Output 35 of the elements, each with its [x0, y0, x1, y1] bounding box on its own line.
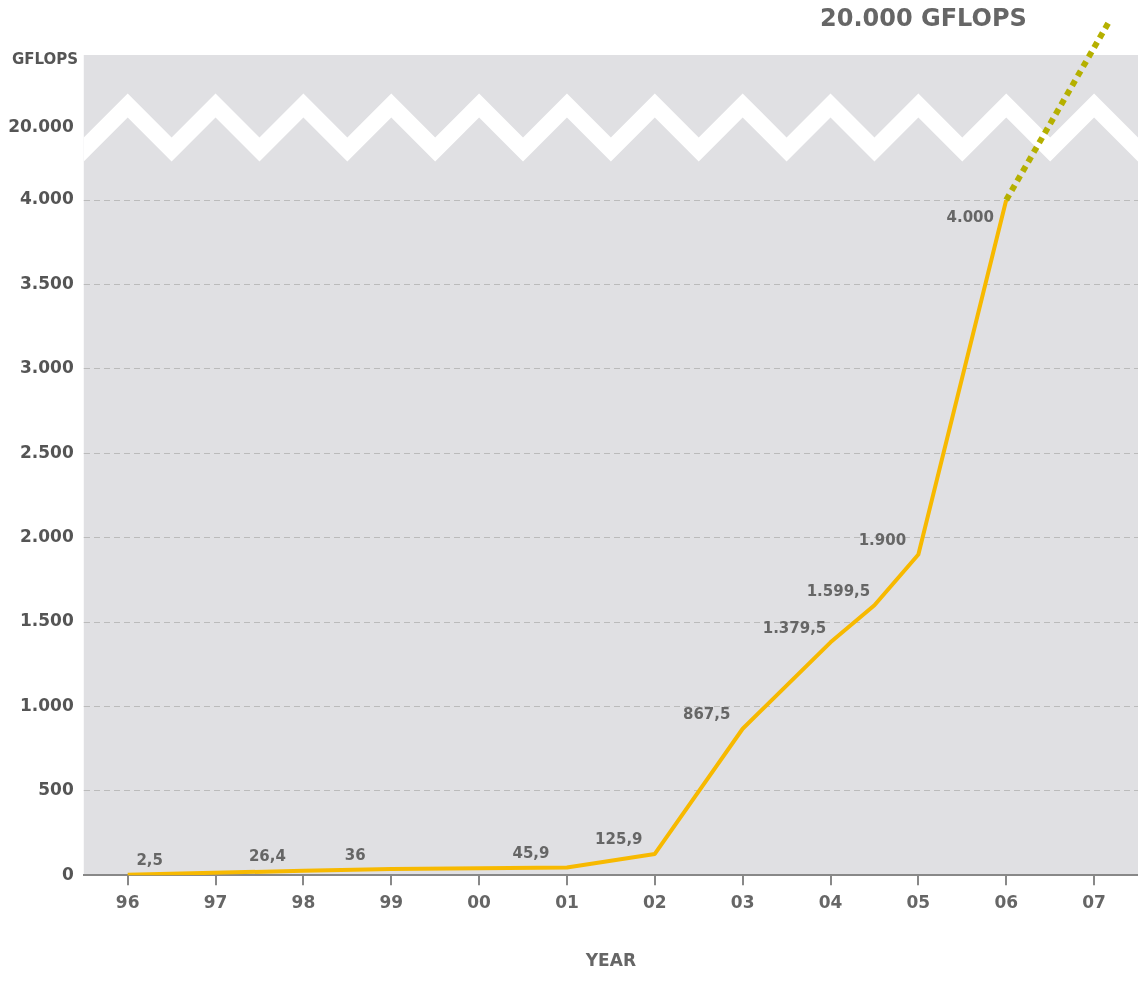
x-tick-label: 97 — [203, 891, 228, 912]
data-label: 867,5 — [682, 705, 731, 724]
y-tick-label: 2.500 — [19, 441, 74, 462]
y-tick-label: 3.500 — [19, 272, 74, 293]
y-tick-label: 2.000 — [19, 526, 74, 547]
data-label: 36 — [344, 845, 366, 864]
text: GFLOPS — [12, 50, 79, 68]
y-tick-label: 0 — [61, 863, 74, 884]
x-tick-label: 07 — [1082, 891, 1106, 912]
data-label: 4.000 — [946, 208, 994, 227]
x-tick-label: 99 — [379, 891, 404, 912]
x-tick-label: 02 — [642, 891, 667, 912]
x-tick-label: 05 — [906, 891, 931, 912]
data-label: 45,9 — [512, 843, 550, 862]
data-label: 1.379,5 — [762, 618, 827, 637]
y-tick-label: 3.000 — [19, 357, 74, 378]
text: 20.000 GFLOPS — [820, 4, 1027, 32]
text: 20.000 — [8, 115, 74, 136]
y-tick-label: 4.000 — [19, 188, 74, 209]
x-tick-label: 00 — [467, 891, 492, 912]
data-label: 1.900 — [858, 530, 907, 549]
data-label: 2,5 — [136, 851, 163, 870]
x-tick-label: 03 — [730, 891, 755, 912]
data-label: 125,9 — [595, 830, 643, 849]
x-axis-title: YEAR — [584, 950, 636, 971]
data-label: 1.599,5 — [806, 581, 871, 600]
y-tick-label: 1.500 — [19, 610, 74, 631]
data-label: 26,4 — [248, 847, 286, 866]
x-tick-label: 04 — [818, 891, 843, 912]
x-tick-label: 98 — [291, 891, 316, 912]
x-tick-label: 06 — [994, 891, 1019, 912]
y-tick-label: 500 — [38, 779, 74, 800]
x-tick-label: 01 — [555, 891, 579, 912]
y-tick-label: 1.000 — [19, 694, 74, 715]
x-tick-label: 96 — [115, 891, 140, 912]
